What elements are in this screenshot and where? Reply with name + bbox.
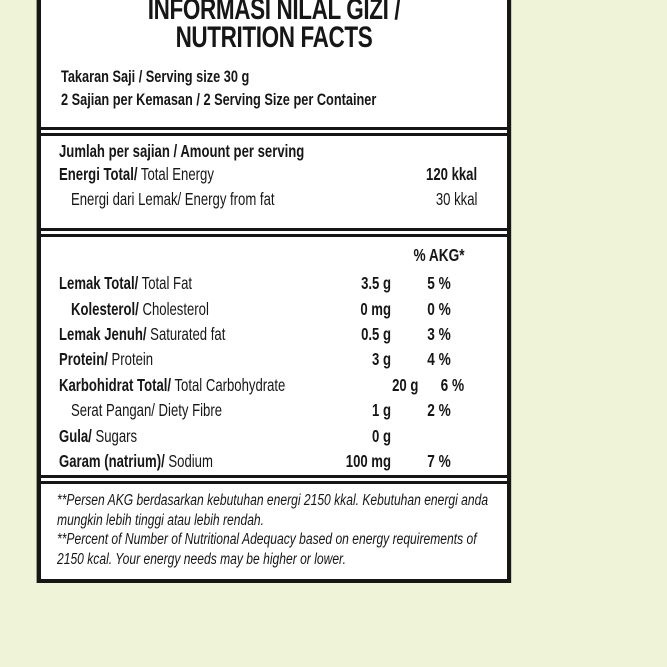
pct-akg-cell: 4 %	[427, 349, 451, 370]
section-divider	[41, 127, 507, 136]
amount-cell: 100 mg	[345, 450, 391, 471]
pct-akg-cell: 0 %	[427, 298, 451, 319]
section-divider	[41, 475, 507, 484]
amount-cell: 0 g	[372, 425, 391, 446]
energy-total-label-en: Total Energy	[137, 164, 214, 184]
pct-akg-cell: 3 %	[427, 323, 451, 344]
amount-cell: 3.5 g	[361, 273, 391, 294]
energy-total-label-id: Energi Total/	[59, 164, 138, 184]
table-row-total-carbohydrate: Karbohidrat Total/ Total Carbohydrate 20…	[41, 373, 507, 398]
pct-akg-cell: 6 %	[440, 374, 465, 395]
table-row-sodium: Garam (natrium)/ Sodium 100 mg 7 %	[41, 449, 507, 474]
energy-total-row: Energi Total/ Total Energy 120 kkal	[41, 162, 507, 187]
energy-from-fat-label: Energi dari Lemak/ Energy from fat	[59, 189, 331, 210]
label-title-indonesian: INFORMASI NILAL GIZI /	[147, 0, 401, 26]
amount-cell: 3 g	[372, 349, 391, 370]
serving-info: Takaran Saji / Serving size 30 g 2 Sajia…	[61, 65, 507, 111]
energy-total-label: Energi Total/ Total Energy	[59, 164, 321, 185]
amount-cell: 1 g	[372, 400, 391, 421]
table-row-total-fat: Lemak Total/ Total Fat 3.5 g 5 %	[41, 271, 507, 296]
energy-from-fat-row: Energi dari Lemak/ Energy from fat 30 kk…	[41, 187, 507, 212]
amount-cell: 0.5 g	[361, 323, 391, 344]
footnote-english: **Percent of Number of Nutritional Adequ…	[57, 531, 477, 568]
amount-cell: 20 g	[391, 374, 419, 395]
footnote-section: **Persen AKG berdasarkan kebutuhan energ…	[41, 484, 507, 579]
nutrition-label: INFORMASI NILAL GIZI / NUTRITION FACTS T…	[37, 0, 511, 583]
pct-akg-cell: 7 %	[427, 450, 451, 471]
label-header-section: INFORMASI NILAL GIZI / NUTRITION FACTS T…	[41, 0, 507, 127]
amount-per-serving-heading: Jumlah per sajian / Amount per serving	[59, 141, 305, 161]
nutrients-header-row: % AKG*	[41, 244, 507, 266]
amount-cell: 0 mg	[360, 298, 391, 319]
label-title-english: NUTRITION FACTS	[175, 21, 373, 54]
section-divider	[41, 228, 507, 237]
pct-akg-cell: 2 %	[427, 400, 451, 421]
table-row-saturated-fat: Lemak Jenuh/ Saturated fat 0.5 g 3 %	[41, 322, 507, 347]
energy-from-fat-value: 30 kkal	[435, 189, 477, 209]
table-row-protein: Protein/ Protein 3 g 4 %	[41, 347, 507, 372]
servings-per-container-line: 2 Sajian per Kemasan / 2 Serving Size pe…	[61, 90, 377, 109]
energy-from-fat-label-text: Energi dari Lemak/ Energy from fat	[71, 189, 275, 209]
table-row-dietary-fibre: Serat Pangan/ Diety Fibre 1 g 2 %	[41, 398, 507, 423]
table-row-sugars: Gula/ Sugars 0 g	[59, 425, 391, 446]
akg-column-header: % AKG*	[413, 244, 465, 265]
energy-total-value: 120 kkal	[425, 164, 477, 184]
amount-per-serving-section: Jumlah per sajian / Amount per serving E…	[41, 136, 507, 228]
pct-akg-cell: 5 %	[427, 273, 451, 294]
nutrients-section: % AKG* Lemak Total/ Total Fat 3.5 g 5 % …	[41, 237, 507, 475]
table-row-cholesterol: Kolesterol/ Cholesterol 0 mg 0 %	[41, 296, 507, 321]
serving-size-line: Takaran Saji / Serving size 30 g	[61, 67, 250, 86]
footnote-indonesian: **Persen AKG berdasarkan kebutuhan energ…	[57, 492, 489, 529]
